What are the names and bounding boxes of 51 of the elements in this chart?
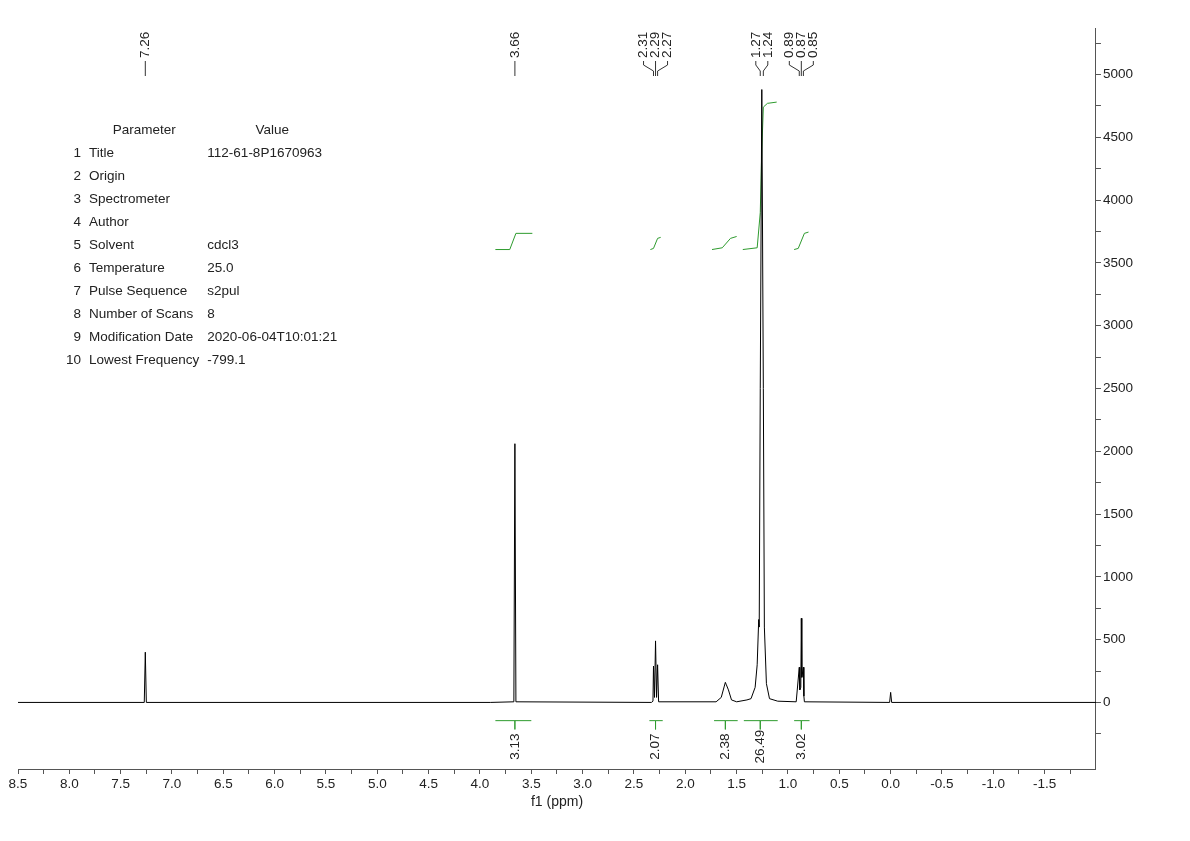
text: 7 Pulse Sequence s2pul xyxy=(73,283,240,298)
annotation: 10 Lowest Frequency -799.1 xyxy=(65,351,247,369)
x-tick-label: 5.5 xyxy=(316,775,336,791)
x-tick-label: 1.5 xyxy=(727,775,747,791)
ref-line-label: 7.26 xyxy=(137,31,153,58)
x-tick-label: 6.5 xyxy=(213,775,233,791)
y-tick-label: 0 xyxy=(1102,694,1111,710)
annotation: 4 Author xyxy=(72,213,130,231)
x-tick-label: 0.0 xyxy=(881,775,901,791)
text: 1 Title 112-61-8P1670963 xyxy=(73,145,322,160)
x-tick-label: 7.0 xyxy=(162,775,182,791)
x-axis-title: f1 (ppm) xyxy=(530,793,584,810)
annotation: 9 Modification Date 2020-06-04T10:01:21 xyxy=(72,328,339,346)
x-tick-label: 2.5 xyxy=(624,775,644,791)
annotation: 2.07 xyxy=(647,733,663,760)
y-tick-label: 1000 xyxy=(1102,568,1134,584)
x-tick-label: 0.5 xyxy=(829,775,849,791)
text: 6 Temperature 25.0 xyxy=(73,260,234,275)
y-tick-label: 500 xyxy=(1102,631,1126,647)
x-tick-label: 5.0 xyxy=(367,775,387,791)
annotation: 3.13 xyxy=(506,733,522,760)
x-tick-label: 8.5 xyxy=(8,775,28,791)
x-tick-label: 4.0 xyxy=(470,775,490,791)
x-tick-label: 3.5 xyxy=(521,775,541,791)
y-tick-label: 3000 xyxy=(1102,317,1134,333)
x-tick-label: 6.0 xyxy=(265,775,285,791)
y-tick-label: 3500 xyxy=(1102,254,1134,270)
x-tick-label: 4.5 xyxy=(419,775,439,791)
annotation: 26.49 xyxy=(751,729,767,764)
y-tick-label: 4000 xyxy=(1102,191,1134,207)
x-tick-label: 3.0 xyxy=(573,775,593,791)
ref-line-label: 3.66 xyxy=(506,31,522,58)
x-tick-label: -1.5 xyxy=(1033,775,1057,791)
x-tick-label: -1.0 xyxy=(981,775,1005,791)
y-tick-label: 2000 xyxy=(1102,442,1134,458)
y-tick-label: 4500 xyxy=(1102,128,1134,144)
annotation: 2.38 xyxy=(717,733,733,760)
text: Parameter Value xyxy=(112,122,290,137)
x-tick-label: 2.0 xyxy=(675,775,695,791)
x-tick-label: 8.0 xyxy=(59,775,79,791)
annotation: 8 Number of Scans 8 xyxy=(72,305,216,323)
text: 5 Solvent cdcl3 xyxy=(73,237,239,252)
x-tick-label: 7.5 xyxy=(111,775,131,791)
annotation: 3.02 xyxy=(793,733,809,760)
x-tick-label: 1.0 xyxy=(778,775,798,791)
x-tick-label: -0.5 xyxy=(930,775,954,791)
y-tick-label: 1500 xyxy=(1102,505,1134,521)
annotation: 2 Origin xyxy=(72,167,127,185)
y-tick-label: 5000 xyxy=(1102,66,1134,82)
annotation: 3 Spectrometer xyxy=(72,190,172,208)
y-tick-label: 2500 xyxy=(1102,380,1134,396)
